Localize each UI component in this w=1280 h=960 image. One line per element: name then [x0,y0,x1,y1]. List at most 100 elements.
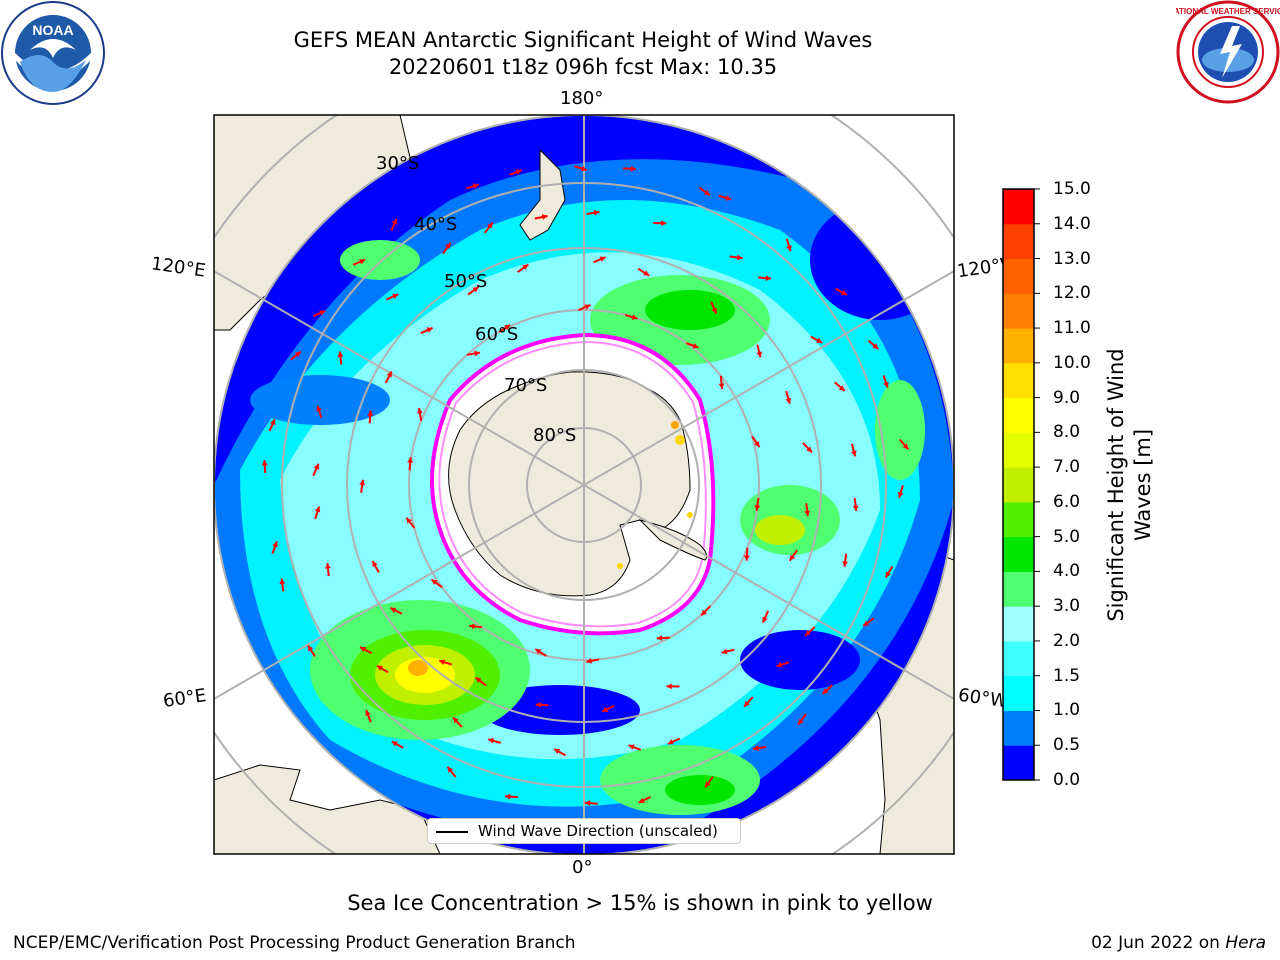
wave-direction-arrowhead [314,506,321,513]
wave-direction-arrowhead [599,256,606,262]
wave-direction-arrowhead [692,343,699,349]
wave-direction-arrowhead [319,310,326,316]
wave-direction-arrowhead [584,800,591,806]
wave-direction-arrowhead [367,410,374,416]
wave-direction-arrowhead [445,242,451,249]
wave-direction-arrowhead [851,450,857,457]
wave-direction-arrowhead [431,579,438,585]
lat-label-80s: 80°S [533,425,576,446]
wave-direction-arrowhead [630,165,637,172]
wave-direction-arrowhead [488,738,495,744]
wave-direction-arrowhead [469,623,475,630]
wave-direction-arrowhead [391,218,398,225]
colorbar-tick-label: 12.0 [1053,283,1091,304]
wave-direction-arrowhead [504,793,511,800]
wave-direction-arrowhead [667,739,674,745]
footer-date-text: 02 Jun 2022 on [1091,933,1226,953]
wave-direction-arrowhead [359,259,366,265]
wave-direction-arrowhead [535,649,542,655]
colorbar-tick-label: 3.0 [1053,596,1081,617]
wave-direction-arrowhead [656,635,663,641]
chart-title: GEFS MEAN Antarctic Significant Height o… [293,28,873,52]
wave-direction-arrowhead [406,517,412,524]
nws-logo: NATIONAL WEATHER SERVICE [1176,0,1280,104]
wave-direction-arrowhead [316,405,322,412]
wave-direction-arrowhead [883,381,889,388]
colorbar-label-line1: Significant Height of Wind [1104,348,1128,622]
wave-direction-arrowhead [902,443,909,450]
colorbar-tick-label: 2.0 [1053,630,1081,651]
wave-direction-arrowhead [762,616,768,623]
wave-direction-arrowhead [472,183,479,189]
wave-direction-arrowhead [661,220,667,227]
wave-direction-arrowhead [593,209,600,216]
colorbar-tick-label: 7.0 [1053,457,1081,478]
wave-direction-arrowhead [474,350,480,357]
wave-direction-arrowhead [701,609,707,616]
wave-direction-arrowhead [852,505,859,512]
wave-direction-arrowhead [786,245,792,252]
wave-direction-arrowhead [439,659,446,665]
wave-direction-arrowhead [586,658,593,664]
footer-host: Hera [1225,933,1266,953]
wave-direction-arrowhead [294,351,301,358]
colorbar-tick-label: 1.0 [1053,700,1081,721]
nws-logo-text: NATIONAL WEATHER SERVICE [1176,7,1280,16]
wave-direction-arrowhead [805,630,811,636]
colorbar-tick-label: 6.0 [1053,491,1081,512]
wave-direction-arrowhead [487,222,493,229]
wave-direction-arrowhead [705,781,711,788]
wave-direction-arrowhead [325,563,331,569]
colorbar-tick-label: 11.0 [1053,318,1091,339]
wave-direction-arrowhead [554,748,561,755]
wave-direction-arrowhead [447,766,454,773]
colorbar-tick-label: 9.0 [1053,387,1081,408]
africa-land [214,764,441,854]
noaa-logo: NOAA [1,1,105,105]
colorbar-tick-label: 1.5 [1053,665,1081,686]
wave-direction-arrowhead [666,683,672,690]
wave-direction-arrowhead [840,289,847,295]
wave-direction-arrowhead [307,645,314,652]
wave-direction-arrowhead [407,457,414,463]
lon-label-bottom: 0° [572,857,593,878]
colorbar-tick-label: 5.0 [1053,526,1081,547]
wave-direction-arrowhead [838,385,845,391]
legend-label: Wind Wave Direction (unscaled) [478,822,718,840]
wave-direction-arrowhead [261,460,268,466]
chart-subtitle: 20220601 t18z 096h fcst Max: 10.35 [388,55,778,79]
wave-direction-arrowhead [756,351,763,358]
sea-ice-caption: Sea Ice Concentration > 15% is shown in … [347,891,933,915]
wave-direction-arrowhead [798,718,804,725]
colorbar-tick-label: 0.0 [1053,770,1081,790]
wave-direction-arrowhead [638,797,645,803]
wave-direction-arrowhead [721,648,728,655]
wave-direction-arrowhead [359,479,366,486]
wave-direction-arrowhead [376,665,383,671]
colorbar-tick-label: 8.0 [1053,422,1081,443]
wave-direction-arrowhead [776,661,783,668]
legend-line-sample [436,831,468,833]
wave-direction-arrowhead [643,270,650,276]
wave-direction-arrowhead [515,169,522,175]
wave-direction-arrowhead [744,555,750,561]
wave-direction-arrowhead [897,491,904,498]
wave-direction-arrowhead [391,741,398,747]
wave-direction-arrowhead [789,554,796,561]
wave-direction-arrowhead [417,407,423,414]
wave-direction-arrowhead [753,745,759,751]
wave-direction-arrowhead [628,744,635,750]
wave-direction-arrowhead [279,578,286,585]
lat-label-30s: 30°S [376,153,419,174]
wave-direction-arrowhead [744,700,750,707]
wave-direction-arrowhead [504,324,511,331]
wave-direction-arrowhead [390,607,397,613]
new-zealand-land [519,148,566,241]
wave-direction-arrowhead [754,505,761,511]
wave-direction-arrowhead [475,677,482,683]
wave-direction-arrowhead [452,717,459,724]
colorbar-tick-label: 13.0 [1053,248,1091,269]
footer-branch: NCEP/EMC/Verification Post Processing Pr… [13,933,576,953]
lat-label-40s: 40°S [414,214,457,235]
